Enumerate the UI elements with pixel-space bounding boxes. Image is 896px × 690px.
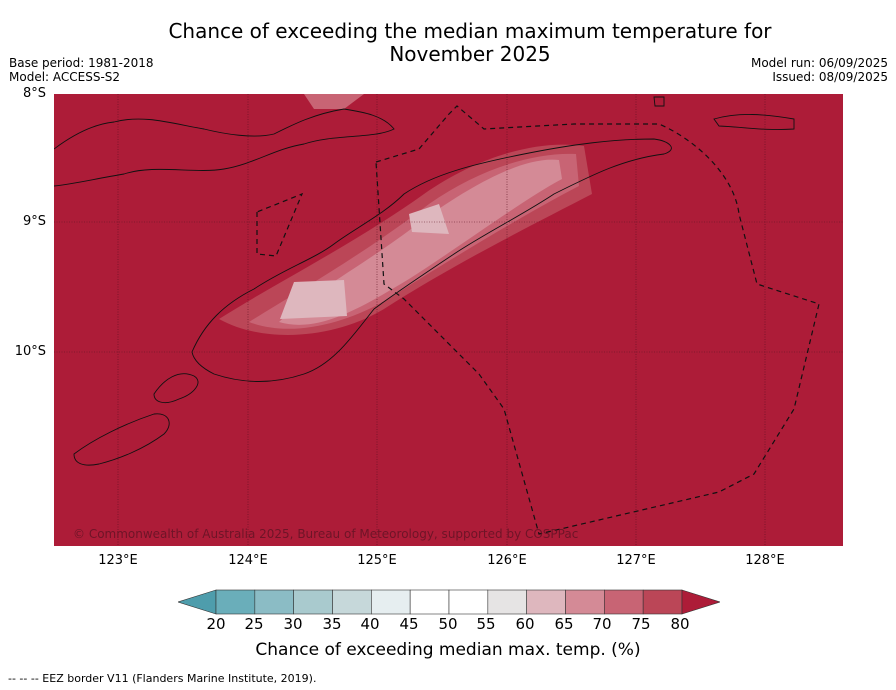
coastlines <box>54 96 795 466</box>
issued-text: Issued: 08/09/2025 <box>772 70 888 84</box>
lon-label-124e: 124°E <box>228 553 268 568</box>
small-island-outline <box>653 96 665 107</box>
colorbar-swatch <box>371 589 411 615</box>
wetar-east-island-outline <box>713 114 795 130</box>
colorbar-swatch <box>254 589 294 615</box>
colorbar-swatch <box>293 589 333 615</box>
colorbar-tick: 65 <box>554 615 574 633</box>
colorbar-swatch <box>642 589 683 615</box>
colorbar-tick: 30 <box>283 615 303 633</box>
forecast-map <box>54 94 843 546</box>
colorbar-swatch <box>448 589 489 615</box>
colorbar-tick: 45 <box>399 615 419 633</box>
contour-60-west <box>280 280 347 319</box>
model-run-text: Model run: 06/09/2025 <box>750 56 888 70</box>
colorbar-tick: 55 <box>476 615 496 633</box>
model-info: Base period: 1981-2018 Model: ACCESS-S2 <box>9 56 154 84</box>
colorbar-tick: 20 <box>206 615 226 633</box>
lat-label-9s: 9°S <box>22 214 46 229</box>
lon-label-125e: 125°E <box>357 553 397 568</box>
lon-label-127e: 127°E <box>616 553 656 568</box>
colorbar-tick: 50 <box>438 615 458 633</box>
sawu-island-outline <box>73 413 170 466</box>
lat-label-10s: 10°S <box>14 344 46 359</box>
colorbar-swatch <box>332 589 372 615</box>
colorbar-extension-high <box>681 589 720 615</box>
title-line-2: November 2025 <box>389 42 551 66</box>
colorbar-tick: 35 <box>322 615 342 633</box>
colorbar-swatch <box>409 589 450 615</box>
map-gridlines <box>54 94 843 546</box>
model-name-text: Model: ACCESS-S2 <box>9 70 121 84</box>
map-background <box>54 94 843 546</box>
eez-border <box>256 105 820 535</box>
page-title: Chance of exceeding the median maximum t… <box>150 20 790 66</box>
colorbar-swatch <box>604 589 644 615</box>
rote-island-outline <box>153 373 199 404</box>
colorbar-swatch <box>565 589 605 615</box>
colorbar-swatch <box>215 589 256 615</box>
lon-label-123e: 123°E <box>98 553 138 568</box>
colorbar-tick: 75 <box>631 615 651 633</box>
issue-info: Model run: 06/09/2025 Issued: 08/09/2025 <box>751 56 888 84</box>
colorbar-extension-low <box>178 589 217 615</box>
colorbar-swatch <box>487 589 527 615</box>
timor-island-outline <box>191 138 672 382</box>
copyright-notice: © Commonwealth of Australia 2025, Bureau… <box>73 527 579 541</box>
contour-60-east <box>409 204 449 234</box>
base-period-text: Base period: 1981-2018 <box>9 56 154 70</box>
eez-footnote: -- -- -- EEZ border V11 (Flanders Marine… <box>8 672 317 685</box>
colorbar-tick: 70 <box>592 615 612 633</box>
colorbar <box>178 589 720 615</box>
lon-label-126e: 126°E <box>487 553 527 568</box>
colorbar-swatch <box>526 589 566 615</box>
title-line-1: Chance of exceeding the median maximum t… <box>168 19 772 43</box>
colorbar-label: Chance of exceeding median max. temp. (%… <box>255 640 641 660</box>
lon-label-128e: 128°E <box>745 553 785 568</box>
eez-west-segment <box>256 192 304 257</box>
colorbar-tick: 60 <box>515 615 535 633</box>
colorbar-tick: 80 <box>670 615 690 633</box>
lat-label-8s: 8°S <box>22 86 46 101</box>
colorbar-tick: 40 <box>360 615 380 633</box>
contour-north <box>304 94 364 109</box>
contour-65 <box>279 159 562 325</box>
colorbar-tick: 25 <box>244 615 264 633</box>
flores-coastline <box>54 108 395 187</box>
